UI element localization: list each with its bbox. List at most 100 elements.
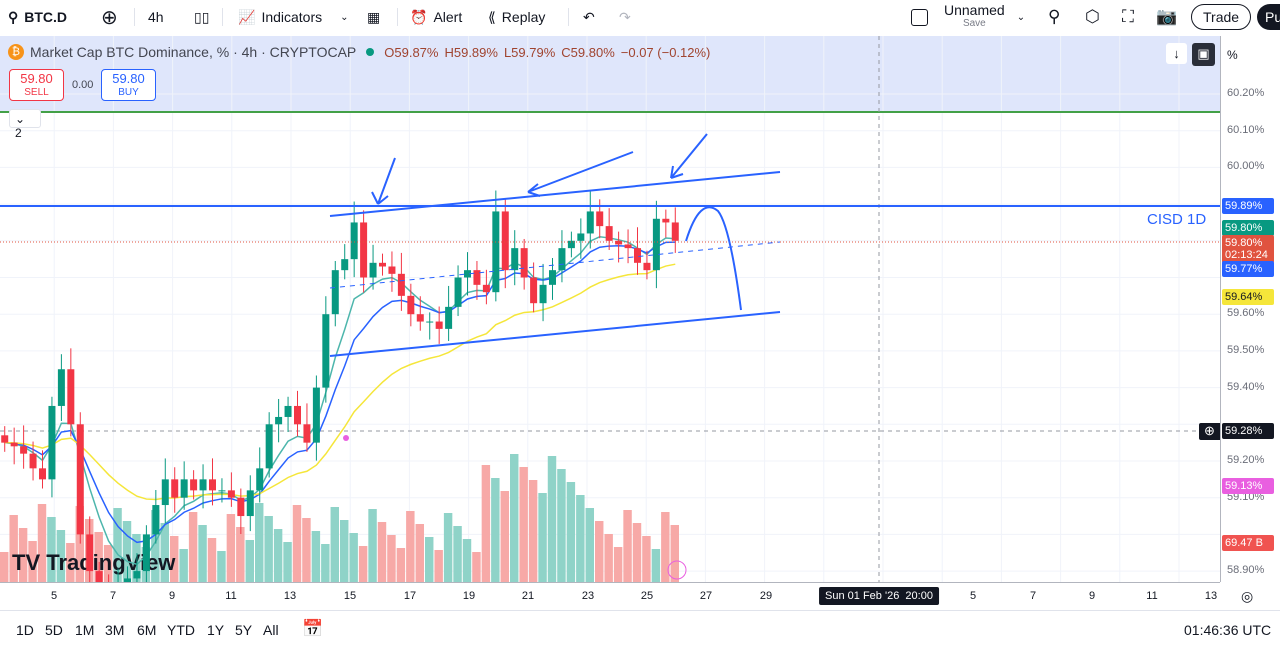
buy-button[interactable]: 59.80 BUY xyxy=(101,69,156,101)
layout-button[interactable]: Unnamed Save ⌄ xyxy=(911,0,1025,34)
symbol-search[interactable]: ⚲ BTC.D xyxy=(8,0,67,34)
drawings[interactable] xyxy=(329,133,781,357)
alert-button[interactable]: ⏰ Alert xyxy=(410,0,462,34)
price-tag-value: 59.80% xyxy=(1225,237,1263,249)
volume-bar xyxy=(151,510,160,582)
snapshot-button[interactable]: 📷 xyxy=(1156,0,1177,34)
grid xyxy=(0,36,1220,582)
candle-body xyxy=(567,240,575,249)
maximize-button[interactable]: ▣ xyxy=(1192,43,1215,66)
candle-body xyxy=(331,270,339,315)
publish-label: Pu xyxy=(1265,9,1280,25)
gear-icon: ⬡ xyxy=(1085,7,1100,26)
undo-icon: ↶ xyxy=(583,8,595,25)
arrow-down-icon: ↓ xyxy=(1173,46,1180,61)
calendar-icon[interactable]: 📅 xyxy=(302,619,324,638)
price-tag: 69.47 B xyxy=(1222,535,1274,551)
symbol-title[interactable]: Market Cap BTC Dominance, % · 4h · CRYPT… xyxy=(30,44,357,60)
volume-bar xyxy=(670,525,679,582)
tradingview-watermark: TV TradingView xyxy=(12,550,176,575)
trade-button[interactable]: Trade xyxy=(1191,4,1252,30)
volume-bar xyxy=(500,491,509,582)
volume-bar xyxy=(538,493,547,582)
candle-body xyxy=(397,273,405,296)
settings-button[interactable]: ⬡ xyxy=(1085,0,1100,34)
ohlc-high: H59.89% xyxy=(444,44,498,60)
candle-body xyxy=(29,453,37,469)
range-button-1m[interactable]: 1M xyxy=(75,622,95,638)
price-axis[interactable]: % 60.20% 60.10% 60.00% 59.60% 59.50% 59.40% 59… xyxy=(1220,36,1280,582)
axis-settings-icon[interactable]: ◎ xyxy=(1241,588,1254,604)
time-tick: 9 xyxy=(168,590,176,602)
volume-bar xyxy=(330,507,339,582)
volume-bar xyxy=(547,456,557,582)
compare-button[interactable]: ⊕ xyxy=(101,0,118,34)
candle-body xyxy=(662,218,670,223)
chart-type-button[interactable]: ▯▯ xyxy=(194,0,209,34)
candle-body xyxy=(190,479,198,491)
lightning-icon[interactable] xyxy=(667,560,687,580)
clock[interactable]: 01:46:36 UTC xyxy=(1184,622,1272,638)
range-button-1d[interactable]: 1D xyxy=(16,622,34,638)
scroll-down-button[interactable]: ↓ xyxy=(1166,43,1187,64)
range-button-6m[interactable]: 6M xyxy=(137,622,157,638)
cisd-label: CISD 1D xyxy=(1147,211,1206,228)
price-tag: 59.64% xyxy=(1222,289,1274,305)
candle-body xyxy=(416,314,424,322)
volume-bar xyxy=(661,512,670,582)
time-axis[interactable]: 5 7 9 11 13 15 17 19 21 23 25 27 29 5 7 9 11 13 Sun 01 Fe… xyxy=(0,582,1220,608)
volume-bar xyxy=(264,516,273,582)
candles-icon: ▯▯ xyxy=(194,8,210,25)
sell-button[interactable]: 59.80 SELL xyxy=(9,69,64,101)
candle-body xyxy=(133,571,141,579)
time-tick: 27 xyxy=(699,590,713,602)
range-button-5y[interactable]: 5Y xyxy=(235,622,253,638)
candle-body xyxy=(10,442,18,447)
candle-body xyxy=(388,266,396,274)
legend-highlight xyxy=(0,36,1220,112)
indicators-button[interactable]: 📈 Indicators ⌄ xyxy=(238,0,349,34)
chevron-down-icon: ⌄ xyxy=(1016,11,1026,23)
range-button-ytd[interactable]: YTD xyxy=(167,622,195,638)
axis-unit: % xyxy=(1227,48,1238,62)
volume-bar xyxy=(94,532,103,582)
price-tag: 59.89% xyxy=(1222,198,1274,214)
candle-body xyxy=(530,277,538,304)
undo-button[interactable]: ↶ xyxy=(583,0,595,34)
candle-body xyxy=(57,369,65,406)
templates-button[interactable]: ▦ xyxy=(367,0,380,34)
add-alert-crosshair-icon[interactable]: ⊕ xyxy=(1199,423,1220,440)
replay-button[interactable]: ⟪ Replay xyxy=(488,0,545,34)
range-button-3m[interactable]: 3M xyxy=(105,622,125,638)
volume-bar xyxy=(387,535,396,582)
range-button-all[interactable]: All xyxy=(263,622,279,638)
price-tag-value: 59.77% xyxy=(1225,263,1263,275)
candle-body xyxy=(426,321,434,323)
candle-body xyxy=(246,490,254,517)
range-button-5d[interactable]: 5D xyxy=(45,622,63,638)
replay-label: Replay xyxy=(501,9,546,25)
volume-bar xyxy=(188,512,198,582)
candle-body xyxy=(209,479,216,491)
volume-bar xyxy=(406,511,415,582)
candle-body xyxy=(124,578,131,582)
chart-pane[interactable]: TV TradingView CISD 1D xyxy=(0,36,1220,582)
candle-body xyxy=(142,534,150,572)
chevron-down-icon: ⌄ xyxy=(340,11,349,23)
range-button-1y[interactable]: 1Y xyxy=(207,622,225,638)
crosshair-time-label: Sun 01 Feb '26 20:00 xyxy=(819,587,939,605)
volume-bar xyxy=(396,548,406,582)
interval-button[interactable]: 4h xyxy=(148,0,164,34)
fullscreen-button[interactable]: ⛶ xyxy=(1122,0,1134,34)
candle-body xyxy=(20,446,28,454)
volume-bar xyxy=(245,540,254,582)
indicators-collapse-button[interactable]: ⌄ 2 xyxy=(9,109,41,140)
time-tick: 29 xyxy=(759,590,773,602)
quick-search-button[interactable]: ⚲ xyxy=(1048,0,1060,34)
price-chart[interactable]: TV TradingView CISD 1D xyxy=(0,36,1220,582)
indicators-label: Indicators xyxy=(261,9,323,25)
publish-button[interactable]: Pu xyxy=(1257,4,1280,30)
candle-body xyxy=(369,262,377,278)
redo-button[interactable]: ↷ xyxy=(619,0,631,34)
chart-legend: ₿ Market Cap BTC Dominance, % · 4h · CRY… xyxy=(8,44,710,60)
